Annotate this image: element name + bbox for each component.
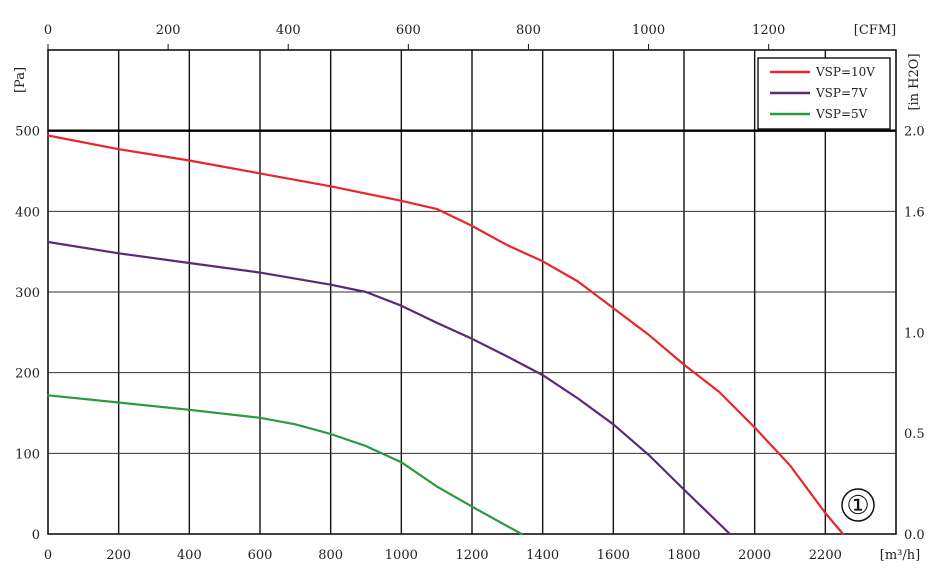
y2-tick-label: 1.6 [904,205,925,220]
y-tick-label: 100 [15,447,40,462]
x-tick-label: 1800 [667,548,700,563]
grid-lines [47,49,897,535]
x2-tick-label: 200 [156,23,181,38]
x2-tick-label: 400 [276,23,301,38]
x2-tick-label: 600 [396,23,421,38]
x2-tick-label: 1200 [752,23,785,38]
y-tick-label: 200 [15,367,40,382]
x-tick-label: 600 [248,548,273,563]
x-tick-label: 0 [44,548,52,563]
x2-tick-label: 800 [516,23,541,38]
x-tick-label: 1600 [597,548,630,563]
x-tick-label: 400 [177,548,202,563]
y-axis-unit: [Pa] [13,67,28,93]
x-tick-label: 1400 [526,548,559,563]
x-tick-label: 2000 [738,548,771,563]
x-tick-label: 800 [318,548,343,563]
y2-tick-label: 0.0 [904,528,925,543]
x-tick-label: 1000 [385,548,418,563]
performance-curves [46,134,845,536]
y-tick-label: 0 [32,528,40,543]
y2-tick-label: 1.0 [904,326,925,341]
legend-entry: VSP=10V [815,65,875,79]
legend-entry: VSP=5V [815,107,868,121]
x-tick-label: 200 [106,548,131,563]
plot-frame [47,49,897,535]
x2-tick-label: 0 [44,23,52,38]
x-tick-label: 1200 [455,548,488,563]
y2-tick-label: 0.5 [904,427,925,442]
x2-tick-label: 1000 [632,23,665,38]
series-line-vsp-5v [46,394,523,536]
marker-circle [841,488,875,522]
legend: VSP=10V VSP=7V VSP=5V [757,57,891,130]
series-line-vsp-7v [46,240,731,536]
legend-entry: VSP=7V [815,86,868,100]
y-tick-label: 300 [15,286,40,301]
axes: 0 200 400 600 800 1000 1200 1400 1600 1800 2000 220… [13,23,925,563]
x-axis-unit: [m³/h] [880,548,920,563]
y-tick-label: 500 [15,125,40,140]
curve-marker-label: ① [846,491,869,521]
y2-tick-label: 2.0 [904,125,925,140]
y2-axis-unit: [in H2O] [907,53,922,110]
x2-axis-unit: [CFM] [854,23,896,38]
x-tick-label: 2200 [809,548,842,563]
y-tick-label: 400 [15,205,40,220]
series-line-vsp-10v [46,134,845,536]
